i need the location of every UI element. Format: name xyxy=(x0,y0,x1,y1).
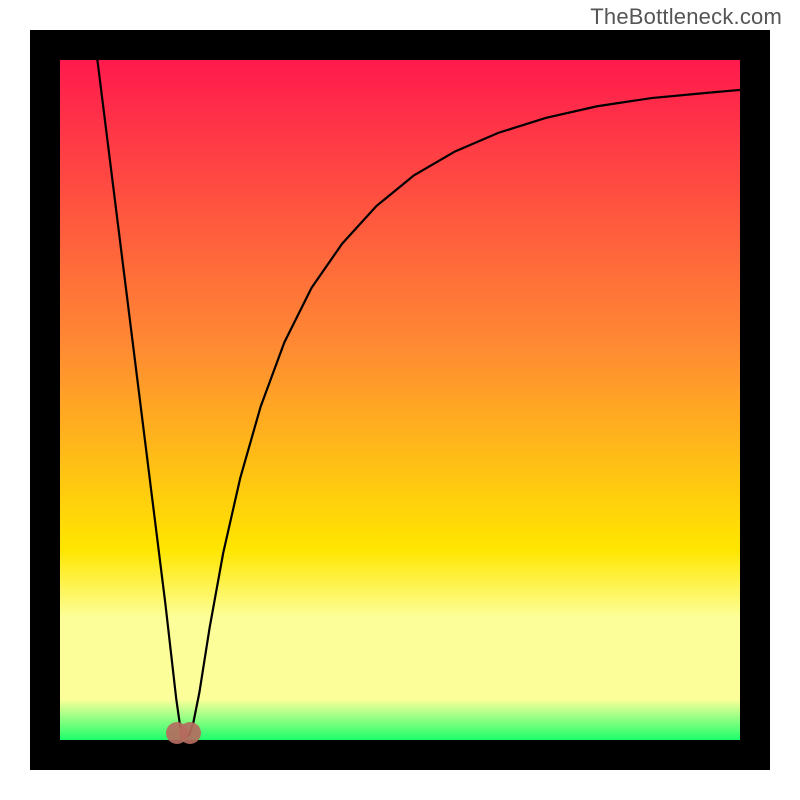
plot-area xyxy=(60,60,740,740)
minimum-marker-right-lobe xyxy=(179,722,201,744)
watermark-label: TheBottleneck.com xyxy=(590,4,782,30)
bottleneck-curve xyxy=(60,60,740,740)
plot-frame xyxy=(30,30,770,770)
figure-root: TheBottleneck.com xyxy=(0,0,800,800)
